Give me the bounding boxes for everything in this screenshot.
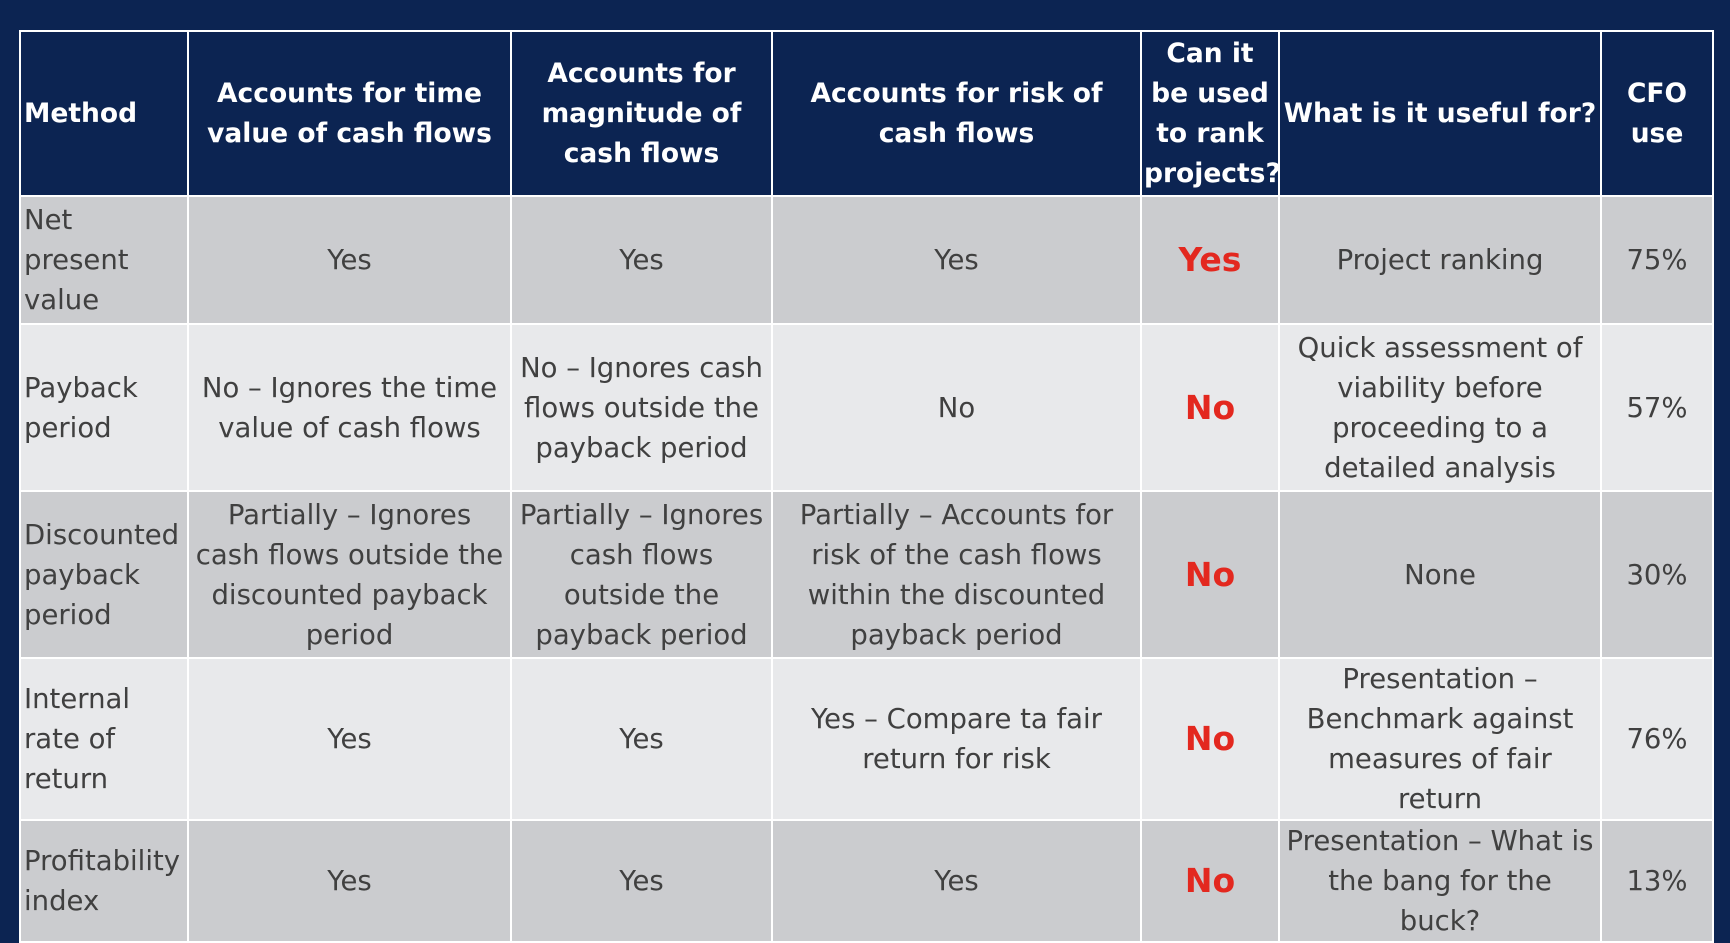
- cell-magnitude: Yes: [510, 657, 773, 821]
- header-method: Method: [19, 30, 189, 197]
- comparison-table-container: Method Accounts for time value of cash f…: [19, 30, 1714, 943]
- cell-method: Internal rate of return: [19, 657, 189, 821]
- cell-magnitude: No – Ignores cash flows outside the payb…: [510, 323, 773, 492]
- cell-rank: No: [1140, 323, 1280, 492]
- cell-risk: Partially – Accounts for risk of the cas…: [771, 490, 1142, 659]
- cell-useful-for: None: [1278, 490, 1602, 659]
- header-rank: Can it be used to rank projects?: [1140, 30, 1280, 197]
- table-row: Profitability index Yes Yes Yes No Prese…: [19, 819, 1714, 943]
- cell-magnitude: Yes: [510, 819, 773, 943]
- cell-magnitude: Partially – Ignores cash flows outside t…: [510, 490, 773, 659]
- table-row: Net present value Yes Yes Yes Yes Projec…: [19, 195, 1714, 325]
- cell-cfo-use: 57%: [1600, 323, 1714, 492]
- cell-useful-for: Presentation – What is the bang for the …: [1278, 819, 1602, 943]
- cell-cfo-use: 13%: [1600, 819, 1714, 943]
- cell-useful-for: Presentation – Benchmark against measure…: [1278, 657, 1602, 821]
- header-time-value: Accounts for time value of cash flows: [187, 30, 512, 197]
- cell-magnitude: Yes: [510, 195, 773, 325]
- cell-risk: Yes: [771, 819, 1142, 943]
- cell-method: Discounted payback period: [19, 490, 189, 659]
- cell-useful-for: Quick assessment of viability before pro…: [1278, 323, 1602, 492]
- table-row: Discounted payback period Partially – Ig…: [19, 490, 1714, 659]
- header-risk: Accounts for risk of cash flows: [771, 30, 1142, 197]
- cell-risk: Yes – Compare ta fair return for risk: [771, 657, 1142, 821]
- table-row: Internal rate of return Yes Yes Yes – Co…: [19, 657, 1714, 821]
- cell-time-value: Partially – Ignores cash flows outside t…: [187, 490, 512, 659]
- table-row: Payback period No – Ignores the time val…: [19, 323, 1714, 492]
- cell-method: Payback period: [19, 323, 189, 492]
- cell-risk: Yes: [771, 195, 1142, 325]
- cell-cfo-use: 30%: [1600, 490, 1714, 659]
- cell-cfo-use: 75%: [1600, 195, 1714, 325]
- cell-time-value: No – Ignores the time value of cash flow…: [187, 323, 512, 492]
- cell-risk: No: [771, 323, 1142, 492]
- capital-budgeting-methods-table: Method Accounts for time value of cash f…: [19, 30, 1714, 943]
- cell-time-value: Yes: [187, 819, 512, 943]
- header-useful-for: What is it useful for?: [1278, 30, 1602, 197]
- cell-cfo-use: 76%: [1600, 657, 1714, 821]
- header-magnitude: Accounts for magnitude of cash flows: [510, 30, 773, 197]
- cell-time-value: Yes: [187, 195, 512, 325]
- cell-useful-for: Project ranking: [1278, 195, 1602, 325]
- table-header-row: Method Accounts for time value of cash f…: [19, 30, 1714, 197]
- cell-rank: Yes: [1140, 195, 1280, 325]
- header-cfo-use: CFO use: [1600, 30, 1714, 197]
- cell-rank: No: [1140, 819, 1280, 943]
- cell-rank: No: [1140, 657, 1280, 821]
- cell-time-value: Yes: [187, 657, 512, 821]
- cell-method: Profitability index: [19, 819, 189, 943]
- cell-method: Net present value: [19, 195, 189, 325]
- cell-rank: No: [1140, 490, 1280, 659]
